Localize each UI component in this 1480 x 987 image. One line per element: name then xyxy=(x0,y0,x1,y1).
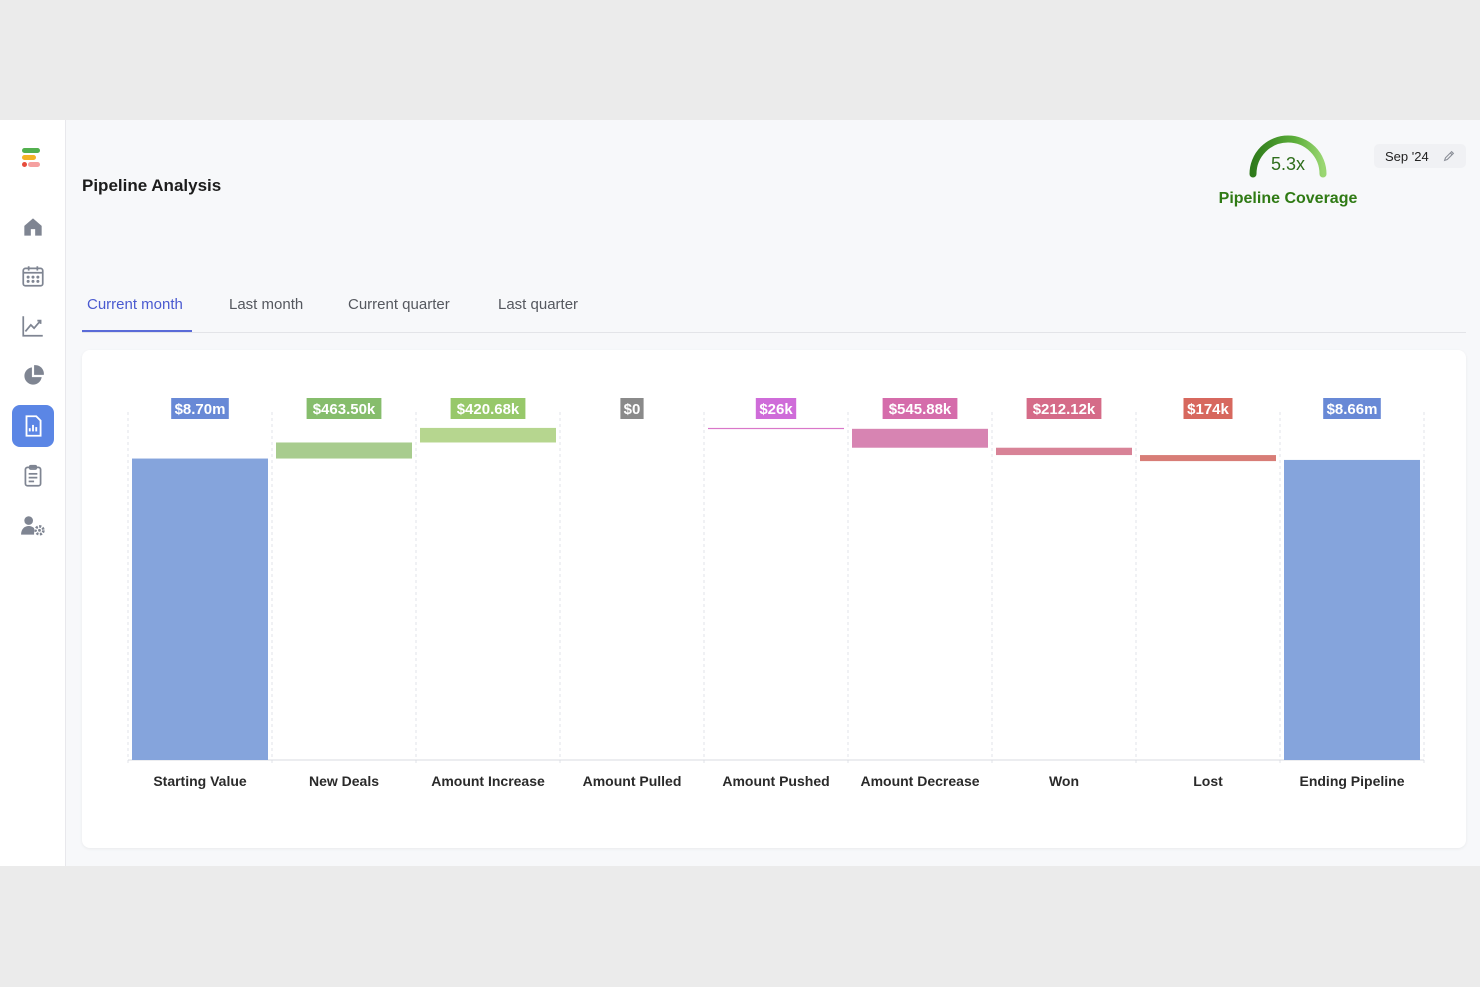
date-filter[interactable]: Sep '24 xyxy=(1374,144,1466,168)
active-tab-indicator xyxy=(82,330,192,332)
page-title: Pipeline Analysis xyxy=(82,176,222,195)
value-label: $420.68k xyxy=(457,401,520,418)
date-filter-value: Sep '24 xyxy=(1385,148,1429,164)
category-label: Won xyxy=(1049,773,1079,789)
value-label: $0 xyxy=(624,401,641,418)
sidebar-item-analytics[interactable] xyxy=(12,355,54,397)
coverage-label: Pipeline Coverage xyxy=(1218,190,1358,207)
home-icon xyxy=(24,218,42,236)
category-label: Amount Pushed xyxy=(722,773,829,789)
value-label-badge xyxy=(1183,398,1233,419)
main-content: Pipeline Analysis 5.3x Pipeline Coverage… xyxy=(66,120,1480,866)
value-label-badge xyxy=(450,398,526,419)
value-label-badge xyxy=(1026,398,1102,419)
waterfall-bar xyxy=(852,428,988,448)
value-label: $26k xyxy=(759,401,793,418)
tab-current-month[interactable]: Current month xyxy=(87,296,183,313)
pipeline-coverage-widget: 5.3x Pipeline Coverage xyxy=(1206,132,1370,212)
value-label: $212.12k xyxy=(1033,401,1096,418)
waterfall-chart-card: $8.70m Starting Value $463.50k New Deals $42… xyxy=(82,350,1466,848)
pencil-icon[interactable] xyxy=(1442,149,1456,163)
value-label: $174k xyxy=(1187,401,1229,418)
sidebar-item-calendar[interactable] xyxy=(12,255,54,297)
category-label: Ending Pipeline xyxy=(1299,773,1404,789)
value-label: $545.88k xyxy=(889,401,952,418)
waterfall-bar xyxy=(1284,459,1420,760)
value-label: $463.50k xyxy=(313,401,376,418)
app-logo xyxy=(22,148,42,172)
tab-last-month[interactable]: Last month xyxy=(229,296,304,313)
clipboard-icon xyxy=(24,464,42,487)
waterfall-bar xyxy=(132,458,268,760)
user-settings-icon xyxy=(21,516,45,536)
waterfall-bar xyxy=(996,447,1132,456)
waterfall-bar xyxy=(420,427,556,443)
value-label-badge xyxy=(882,398,958,419)
category-label: Amount Increase xyxy=(431,773,545,789)
value-label-badge xyxy=(171,398,229,419)
value-label-badge xyxy=(1323,398,1381,419)
sidebar-item-reports[interactable] xyxy=(12,405,54,447)
line-chart-icon xyxy=(22,316,43,337)
report-icon xyxy=(25,415,42,437)
value-label-badge xyxy=(306,398,382,419)
value-label: $8.70m xyxy=(175,401,226,418)
calendar-icon xyxy=(22,266,44,287)
coverage-value: 5.3x xyxy=(1270,154,1306,174)
tab-last-quarter[interactable]: Last quarter xyxy=(498,296,579,313)
coverage-gauge-icon xyxy=(1249,135,1327,178)
category-label: Amount Pulled xyxy=(583,773,682,789)
category-label: Amount Decrease xyxy=(860,773,979,789)
tab-current-quarter[interactable]: Current quarter xyxy=(348,296,450,313)
value-label-badge xyxy=(755,398,797,419)
pie-chart-icon xyxy=(24,365,44,385)
waterfall-bar xyxy=(1140,455,1276,462)
app-window: Pipeline Analysis 5.3x Pipeline Coverage… xyxy=(0,120,1480,866)
category-label: Starting Value xyxy=(153,773,247,789)
period-tabs: Current month Last month Current quarter… xyxy=(82,286,1466,333)
waterfall-bar xyxy=(708,427,844,430)
sidebar-item-tasks[interactable] xyxy=(12,455,54,497)
value-label: $8.66m xyxy=(1327,401,1378,418)
category-label: Lost xyxy=(1193,773,1223,789)
value-label-badge xyxy=(620,398,644,419)
sidebar-item-trends[interactable] xyxy=(12,305,54,347)
sidebar xyxy=(0,120,66,866)
category-label: New Deals xyxy=(309,773,379,789)
sidebar-item-admin[interactable] xyxy=(12,505,54,547)
sidebar-item-home[interactable] xyxy=(12,206,54,248)
waterfall-chart: $8.70m Starting Value $463.50k New Deals $42… xyxy=(127,398,1425,789)
waterfall-bar xyxy=(276,442,412,459)
